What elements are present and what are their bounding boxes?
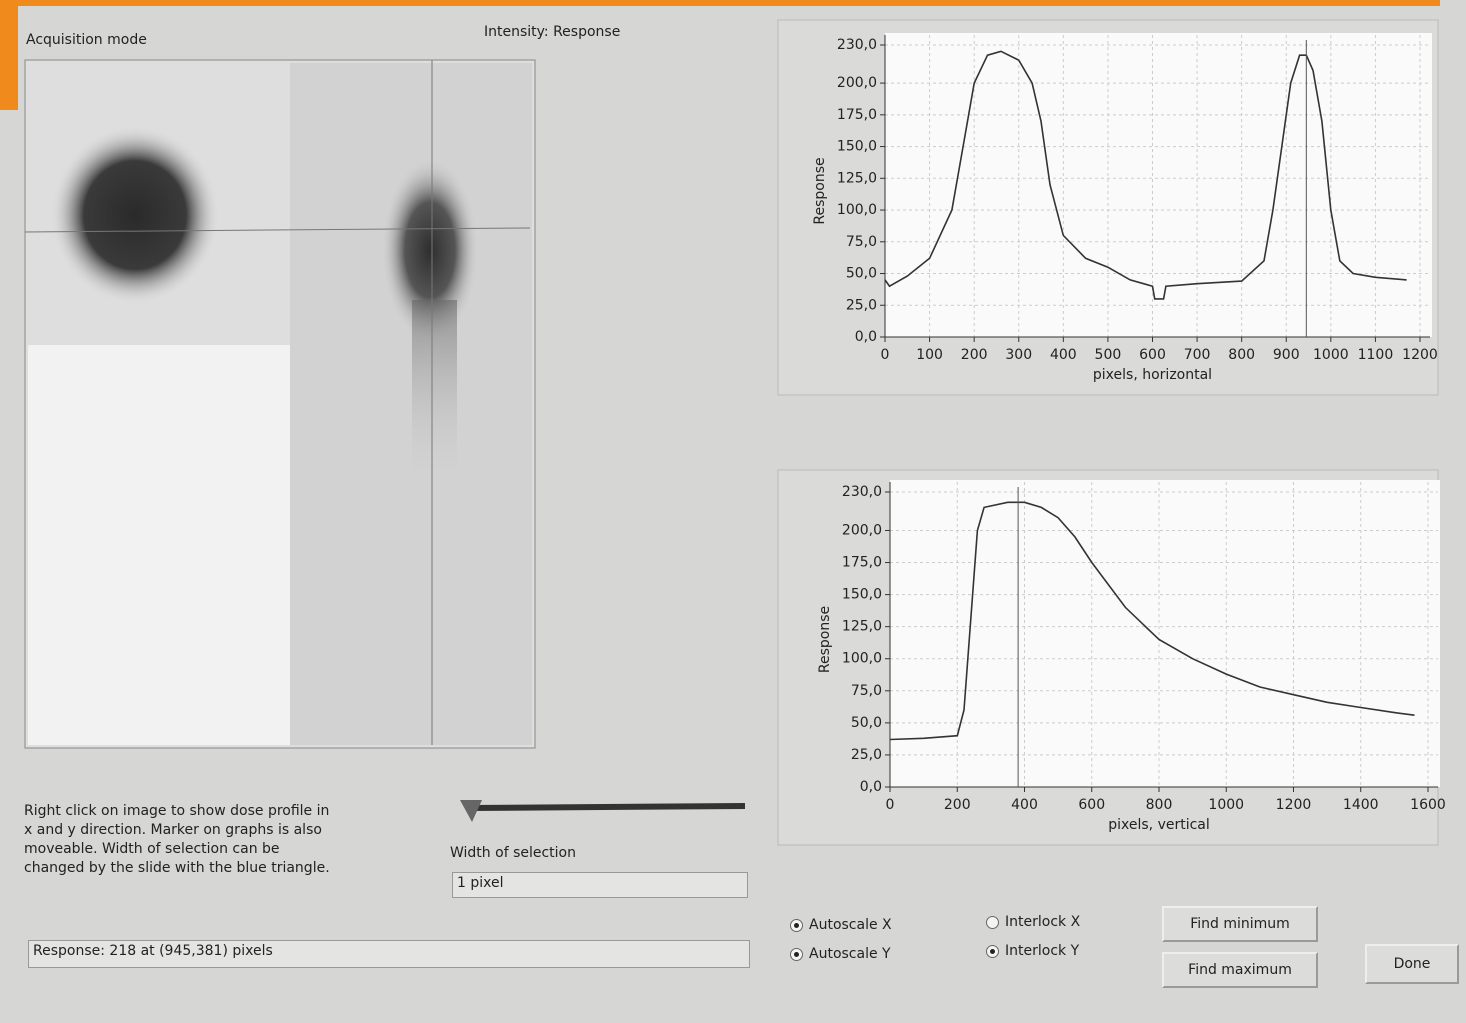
label: Intensity: Response <box>484 24 621 40</box>
x-tick-label: 0 <box>881 347 890 363</box>
x-tick-label: 900 <box>1273 347 1300 363</box>
status-field: Response: 218 at (945,381) pixels <box>28 940 750 968</box>
side-bar <box>0 0 18 110</box>
y-tick-label: 175,0 <box>837 107 877 123</box>
y-tick-label: 150,0 <box>842 587 882 603</box>
x-tick-label: 1600 <box>1410 797 1446 813</box>
button[interactable]: Find maximum <box>1162 952 1318 988</box>
y-tick-label: 50,0 <box>846 266 877 282</box>
width-field[interactable]: 1 pixel <box>452 872 748 898</box>
y-tick-label: 50,0 <box>851 715 882 731</box>
x-tick-label: 700 <box>1184 347 1211 363</box>
y-tick-label: 125,0 <box>837 170 877 186</box>
button[interactable]: Find minimum <box>1162 906 1318 942</box>
y-axis-label: Response <box>817 606 833 673</box>
top-bar <box>0 0 1440 6</box>
x-tick-label: 1000 <box>1208 797 1244 813</box>
y-tick-label: 230,0 <box>837 37 877 53</box>
radio-label[interactable]: Autoscale X <box>809 917 892 933</box>
plot-area <box>890 480 1440 787</box>
radio-option[interactable]: Autoscale Y <box>790 946 891 962</box>
x-tick-label: 800 <box>1146 797 1173 813</box>
slider[interactable] <box>460 800 746 822</box>
x-tick-label: 300 <box>1005 347 1032 363</box>
y-tick-label: 230,0 <box>842 484 882 500</box>
x-tick-label: 0 <box>886 797 895 813</box>
y-tick-label: 100,0 <box>842 651 882 667</box>
x-tick-label: 1200 <box>1276 797 1312 813</box>
x-axis-label: pixels, horizontal <box>1093 367 1212 383</box>
radio[interactable] <box>986 944 999 958</box>
y-axis-label: Response <box>812 157 828 224</box>
y-tick-label: 175,0 <box>842 555 882 571</box>
radio-label[interactable]: Interlock Y <box>1005 943 1080 959</box>
x-tick-label: 600 <box>1139 347 1166 363</box>
x-tick-label: 200 <box>961 347 988 363</box>
x-axis-label: pixels, vertical <box>1108 817 1210 833</box>
y-tick-label: 200,0 <box>842 522 882 538</box>
radio[interactable] <box>986 915 999 929</box>
x-tick-label: 1000 <box>1313 347 1349 363</box>
radio-label[interactable]: Interlock X <box>1005 914 1081 930</box>
radio-option[interactable]: Interlock X <box>986 914 1080 930</box>
y-tick-label: 100,0 <box>837 202 877 218</box>
x-tick-label: 400 <box>1011 797 1038 813</box>
x-tick-label: 1400 <box>1343 797 1379 813</box>
label: Width of selection <box>450 845 576 861</box>
y-tick-label: 75,0 <box>851 683 882 699</box>
x-tick-label: 800 <box>1228 347 1255 363</box>
x-tick-label: 1200 <box>1402 347 1438 363</box>
y-tick-label: 125,0 <box>842 619 882 635</box>
radio[interactable] <box>790 918 803 932</box>
y-tick-label: 25,0 <box>851 747 882 763</box>
x-tick-label: 100 <box>916 347 943 363</box>
data-line <box>889 501 1415 741</box>
radio-option[interactable]: Autoscale X <box>790 917 892 933</box>
x-tick-label: 200 <box>944 797 971 813</box>
x-tick-label: 1100 <box>1358 347 1394 363</box>
y-tick-label: 75,0 <box>846 234 877 250</box>
button[interactable]: Done <box>1365 944 1459 984</box>
y-tick-label: 150,0 <box>837 139 877 155</box>
radio[interactable] <box>790 947 803 961</box>
y-tick-label: 0,0 <box>855 329 877 345</box>
plot-area <box>885 33 1432 337</box>
x-tick-label: 600 <box>1078 797 1105 813</box>
radio-label[interactable]: Autoscale Y <box>809 946 891 962</box>
label: Acquisition mode <box>26 32 147 48</box>
x-tick-label: 400 <box>1050 347 1077 363</box>
radio-option[interactable]: Interlock Y <box>986 943 1079 959</box>
image-view <box>24 59 536 749</box>
y-tick-label: 25,0 <box>846 297 877 313</box>
x-tick-label: 500 <box>1095 347 1122 363</box>
y-tick-label: 200,0 <box>837 75 877 91</box>
data-line <box>884 50 1407 300</box>
instructions: Right click on image to show dose profil… <box>24 803 330 876</box>
y-tick-label: 0,0 <box>860 779 882 795</box>
